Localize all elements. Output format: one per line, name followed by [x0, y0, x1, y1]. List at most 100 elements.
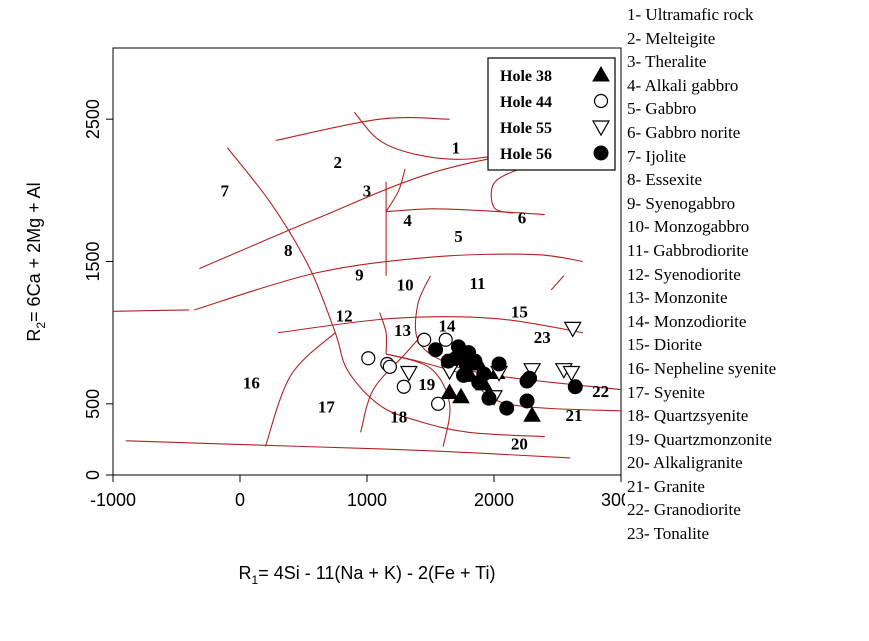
field-boundary	[278, 316, 583, 334]
field-label: 14	[439, 317, 457, 336]
field-boundary	[385, 168, 406, 212]
hole-44-point	[431, 396, 446, 411]
rock-type-item: 7- Ijolite	[627, 146, 687, 166]
rock-type-item: 19- Quartzmonzonite	[627, 429, 772, 449]
hole-55-point	[399, 365, 418, 382]
hole-38-point	[440, 383, 459, 399]
hole-44-point	[438, 332, 453, 347]
rock-type-item: 1- Ultramafic rock	[627, 5, 754, 24]
field-label: 8	[284, 241, 293, 260]
field-label: 16	[243, 373, 260, 392]
rock-type-item: 21- Granite	[627, 476, 705, 496]
legend-label: Hole 38	[500, 68, 552, 85]
data-markers	[361, 321, 583, 422]
field-boundary	[226, 147, 545, 438]
field-label: 19	[418, 375, 435, 394]
field-label: 22	[592, 382, 609, 401]
field-boundary	[386, 208, 545, 216]
y-tick-label: 0	[83, 470, 103, 480]
field-boundary	[112, 309, 190, 312]
rock-type-item: 10- Monzogabbro	[627, 217, 750, 237]
field-label: 15	[511, 302, 528, 321]
field-boundary	[125, 440, 571, 459]
rock-type-item: 17- Syenite	[627, 382, 705, 402]
hole-56-point	[428, 342, 444, 358]
rock-type-item: 18- Quartzsyenite	[627, 406, 749, 426]
y-tick-label: 2500	[83, 99, 103, 139]
field-label: 20	[511, 435, 528, 454]
x-tick-label: 0	[235, 490, 245, 510]
field-boundary	[275, 117, 450, 142]
field-label: 13	[394, 321, 411, 340]
hole-56-point	[491, 356, 507, 372]
x-tick-label: 1000	[347, 490, 387, 510]
hole-56-point	[522, 370, 538, 386]
rock-type-item: 23- Tonalite	[627, 524, 710, 544]
rock-type-item: 2- Melteigite	[627, 28, 716, 48]
hole-55-point	[562, 365, 581, 382]
rock-type-item: 4- Alkali gabbro	[627, 75, 739, 95]
field-label: 4	[403, 211, 412, 230]
legend-marker	[593, 93, 609, 109]
y-tick-label: 500	[83, 389, 103, 419]
hole-56-point	[467, 353, 483, 369]
x-tick-label: 3000	[601, 490, 625, 510]
hole-38-point	[523, 406, 541, 422]
rock-type-item: 9- Syenogabbro	[627, 193, 736, 213]
axes: -1000 0 1000 2000 3000 0 500 1500 2500	[83, 99, 625, 510]
legend-label: Hole 56	[500, 146, 552, 163]
rock-type-item: 16- Nepheline syenite	[627, 358, 777, 378]
x-tick-label: -1000	[90, 490, 136, 510]
legend-marker	[593, 145, 609, 161]
hole-44-point	[396, 379, 411, 394]
hole-56-point	[476, 366, 492, 382]
rock-type-list: 1- Ultramafic rock 2- Melteigite 3- Theral…	[627, 3, 776, 546]
hole-56-point	[499, 400, 515, 416]
field-label: 9	[355, 265, 364, 284]
field-label: 2	[334, 153, 343, 172]
field-label: 7	[221, 181, 230, 200]
y-tick-label: 1500	[83, 241, 103, 281]
hole-44-point	[417, 332, 432, 347]
legend-label: Hole 55	[500, 120, 552, 137]
rock-type-item: 20- Alkaligranite	[627, 453, 743, 473]
x-tick-label: 2000	[474, 490, 514, 510]
y-axis-label: R2= 6Ca + 2Mg + Al	[24, 182, 48, 341]
rock-type-item: 14- Monzodiorite	[627, 311, 747, 331]
rock-type-item: 13- Monzonite	[627, 288, 728, 308]
hole-56-point	[519, 393, 535, 409]
field-label: 5	[454, 227, 463, 246]
legend-box	[487, 57, 616, 171]
field-boundary	[385, 353, 451, 447]
field-boundary	[264, 332, 336, 447]
hole-55-point	[523, 363, 542, 379]
field-label: 12	[336, 307, 353, 326]
rock-type-item: 12- Syenodiorite	[627, 264, 741, 284]
field-label: 3	[363, 181, 372, 200]
legend-marker	[592, 65, 610, 82]
field-label: 11	[469, 274, 485, 293]
field-label: 17	[318, 398, 336, 417]
field-label: 10	[397, 275, 414, 294]
field-boundary	[194, 253, 583, 311]
rock-type-item: 22- Granodiorite	[627, 500, 741, 520]
field-boundary	[550, 275, 565, 291]
field-label: 1	[452, 139, 461, 158]
legend-label: Hole 44	[500, 94, 552, 111]
hole-38-point	[452, 387, 470, 404]
field-boundary	[379, 312, 388, 355]
hole-44-point	[382, 359, 397, 374]
legend-marker	[591, 120, 611, 137]
rock-type-item: 8- Essexite	[627, 170, 703, 190]
rock-type-item: 6- Gabbro norite	[627, 122, 741, 142]
hole-44-point	[361, 351, 376, 366]
field-label: 21	[566, 406, 583, 425]
hole-56-point	[481, 390, 497, 406]
field-label: 6	[518, 208, 527, 227]
field-label: 23	[534, 328, 551, 347]
rock-type-item: 11- Gabbrodiorite	[627, 240, 749, 260]
field-label: 18	[390, 408, 407, 427]
hole-55-point	[563, 321, 582, 338]
